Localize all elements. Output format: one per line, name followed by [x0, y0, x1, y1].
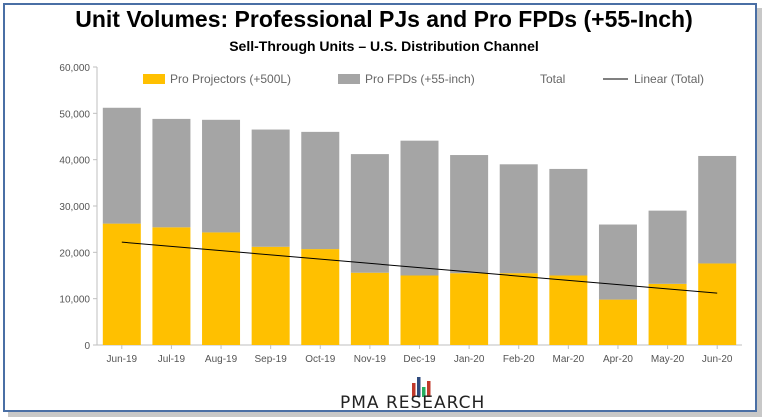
x-tick-label: Apr-20: [603, 354, 633, 365]
legend-swatch-projectors: [143, 74, 165, 84]
bar-pro-projectors: [202, 232, 241, 345]
brand-logo-bar: [427, 381, 431, 397]
bar-pro-projectors: [499, 273, 538, 345]
bar-pro-projectors: [350, 272, 389, 345]
bar-pro-fpds: [598, 224, 637, 300]
x-tick-label: Mar-20: [553, 354, 585, 365]
x-tick-label: Jul-19: [158, 354, 186, 365]
bar-pro-fpds: [301, 131, 340, 250]
x-tick-label: Jun-20: [702, 354, 733, 365]
chart-title: Unit Volumes: Professional PJs and Pro F…: [75, 6, 693, 32]
x-tick-label: Jun-19: [107, 354, 138, 365]
legend-swatch-fpds: [338, 74, 360, 84]
x-tick-label: Aug-19: [205, 354, 238, 365]
y-tick-label: 30,000: [59, 202, 90, 213]
x-tick-label: Sep-19: [255, 354, 288, 365]
bar-pro-fpds: [152, 118, 191, 228]
bar-pro-fpds: [499, 164, 538, 274]
brand-logo-bar: [422, 387, 426, 397]
bar-pro-projectors: [400, 275, 439, 345]
x-tick-label: Dec-19: [403, 354, 436, 365]
bar-pro-projectors: [301, 249, 340, 345]
y-tick-label: 20,000: [59, 248, 90, 259]
y-tick-label: 40,000: [59, 156, 90, 167]
bar-pro-projectors: [598, 299, 637, 345]
y-tick-label: 0: [84, 341, 90, 352]
bar-pro-fpds: [698, 155, 737, 264]
legend-label-total: Total: [540, 72, 565, 86]
brand-logo-bar: [412, 383, 416, 397]
bar-pro-fpds: [251, 129, 290, 247]
bar-pro-projectors: [152, 227, 191, 345]
trendline-linear-total: [121, 241, 718, 294]
legend-label-projectors: Pro Projectors (+500L): [170, 72, 291, 86]
bar-pro-fpds: [102, 107, 141, 224]
brand-name: PMA RESEARCH: [340, 393, 486, 413]
bar-pro-fpds: [350, 154, 389, 273]
bar-pro-fpds: [648, 210, 687, 284]
y-tick-label: 50,000: [59, 109, 90, 120]
bar-pro-fpds: [400, 140, 439, 276]
bar-pro-projectors: [251, 246, 290, 345]
bar-pro-projectors: [549, 275, 588, 345]
x-tick-label: Jan-20: [454, 354, 485, 365]
y-tick-label: 10,000: [59, 295, 90, 306]
x-tick-label: Feb-20: [503, 354, 535, 365]
legend-label-fpds: Pro FPDs (+55-inch): [365, 72, 475, 86]
bar-pro-fpds: [202, 119, 241, 233]
x-tick-label: May-20: [651, 354, 685, 365]
bar-pro-projectors: [698, 263, 737, 345]
x-tick-label: Oct-19: [305, 354, 335, 365]
bar-pro-fpds: [450, 155, 489, 274]
bar-pro-projectors: [450, 273, 489, 345]
bar-pro-projectors: [648, 283, 687, 345]
y-tick-label: 60,000: [59, 63, 90, 74]
x-tick-label: Nov-19: [354, 354, 387, 365]
legend-label-linear: Linear (Total): [634, 72, 704, 86]
chart-subtitle: Sell-Through Units – U.S. Distribution C…: [229, 38, 539, 54]
bar-pro-projectors: [102, 223, 141, 345]
bar-pro-fpds: [549, 168, 588, 276]
brand-logo-bar: [417, 377, 421, 397]
